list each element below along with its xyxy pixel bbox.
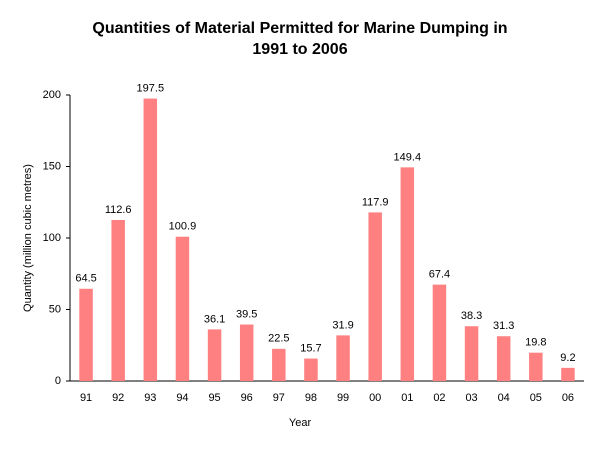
value-label: 31.9: [332, 319, 353, 331]
x-tick-label: 00: [369, 392, 381, 404]
bar: [175, 236, 190, 381]
x-tick-label: 91: [80, 392, 92, 404]
value-label: 38.3: [461, 310, 482, 322]
x-tick-label: 99: [337, 392, 349, 404]
y-tick-label: 150: [43, 160, 61, 172]
bar: [496, 336, 511, 381]
x-tick-label: 98: [305, 392, 317, 404]
bar: [400, 167, 415, 381]
value-label: 197.5: [137, 82, 165, 94]
value-label: 22.5: [268, 333, 289, 345]
chart-title: Quantities of Material Permitted for Mar…: [92, 20, 508, 58]
x-tick-label: 97: [273, 392, 285, 404]
x-tick-label: 96: [241, 392, 253, 404]
value-label: 67.4: [429, 269, 450, 281]
x-tick-label: 01: [401, 392, 413, 404]
x-tick-label: 06: [562, 392, 574, 404]
value-label: 112.6: [105, 204, 132, 216]
value-label: 39.5: [236, 308, 257, 320]
y-tick-label: 0: [55, 375, 61, 387]
value-label: 31.3: [493, 320, 514, 332]
value-label: 19.8: [525, 337, 546, 349]
bar: [304, 358, 318, 381]
y-tick-label: 200: [43, 89, 61, 101]
bar: [79, 288, 93, 381]
value-label: 149.4: [394, 151, 422, 163]
bar: [368, 212, 382, 381]
value-label: 15.7: [300, 342, 321, 354]
bar: [239, 324, 254, 381]
bar: [561, 367, 575, 381]
y-axis-label: Quantity (million cubic metres): [22, 164, 34, 312]
value-label: 64.5: [75, 273, 96, 285]
x-tick-label: 92: [112, 392, 124, 404]
x-tick-label: 94: [176, 392, 188, 404]
bar: [111, 219, 125, 381]
y-tick-label: 100: [43, 232, 61, 244]
bar: [336, 335, 350, 381]
x-tick-label: 03: [465, 392, 477, 404]
x-tick-label: 04: [498, 392, 510, 404]
x-tick-label: 93: [144, 392, 156, 404]
bar: [529, 352, 543, 381]
x-tick-label: 02: [433, 392, 445, 404]
value-label: 117.9: [362, 196, 389, 208]
value-label: 100.9: [169, 221, 197, 233]
bar: [272, 348, 286, 381]
x-tick-label: 95: [208, 392, 220, 404]
bar: [464, 326, 479, 381]
x-axis-label: Year: [289, 417, 312, 429]
x-tick-label: 05: [530, 392, 542, 404]
bar: [207, 329, 222, 381]
value-label: 9.2: [560, 352, 575, 364]
bar: [432, 284, 447, 381]
value-label: 36.1: [204, 313, 225, 325]
y-tick-label: 50: [49, 303, 61, 315]
bar: [143, 98, 158, 381]
